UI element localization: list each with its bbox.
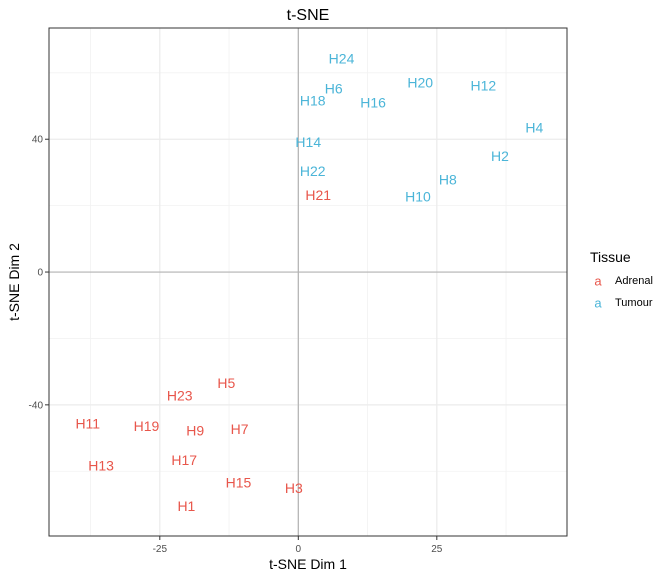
point-label-h22: H22 <box>300 163 326 179</box>
x-axis-label: t-SNE Dim 1 <box>269 556 347 572</box>
axes: -25 0 25 -40 0 40 <box>29 135 443 555</box>
point-label-h9: H9 <box>186 423 204 439</box>
point-label-h13: H13 <box>88 457 114 473</box>
legend-key-adrenal: a <box>594 274 602 289</box>
point-label-h1: H1 <box>177 498 195 514</box>
legend-key-tumour: a <box>594 296 602 311</box>
point-label-h11: H11 <box>75 415 100 431</box>
point-label-h10: H10 <box>405 188 431 204</box>
point-label-h4: H4 <box>525 120 543 136</box>
point-label-h8: H8 <box>439 171 457 187</box>
legend-label-adrenal: Adrenal <box>615 275 653 287</box>
point-label-h5: H5 <box>217 375 235 391</box>
point-label-h19: H19 <box>134 418 160 434</box>
point-label-h7: H7 <box>231 421 249 437</box>
point-label-h16: H16 <box>360 95 386 111</box>
point-label-h20: H20 <box>407 74 433 90</box>
x-tick-label: 25 <box>431 544 443 555</box>
plot-panel <box>49 28 567 536</box>
point-label-h17: H17 <box>171 452 197 468</box>
point-label-h23: H23 <box>167 388 193 404</box>
point-label-h15: H15 <box>226 475 252 491</box>
point-label-h6: H6 <box>325 80 343 96</box>
point-label-h21: H21 <box>305 187 331 203</box>
y-tick-label: 40 <box>32 135 44 146</box>
point-label-h14: H14 <box>295 134 321 150</box>
chart-title: t-SNE <box>287 7 330 24</box>
point-label-h12: H12 <box>471 77 497 93</box>
x-tick-label: 0 <box>296 544 302 555</box>
y-axis-label: t-SNE Dim 2 <box>6 243 22 321</box>
point-label-h24: H24 <box>329 51 355 67</box>
y-tick-label: -40 <box>29 400 44 411</box>
legend-title: Tissue <box>590 249 631 265</box>
legend-label-tumour: Tumour <box>615 297 653 309</box>
point-label-h3: H3 <box>285 480 303 496</box>
legend: Tissue a Adrenal a Tumour <box>590 249 653 311</box>
plot-panel-border <box>48 27 568 537</box>
legend-entries: a Adrenal a Tumour <box>594 274 653 311</box>
zero-lines <box>49 28 567 536</box>
point-label-h2: H2 <box>491 148 509 164</box>
y-tick-label: 0 <box>37 268 43 279</box>
x-tick-label: -25 <box>153 544 168 555</box>
point-label-h18: H18 <box>300 92 326 108</box>
